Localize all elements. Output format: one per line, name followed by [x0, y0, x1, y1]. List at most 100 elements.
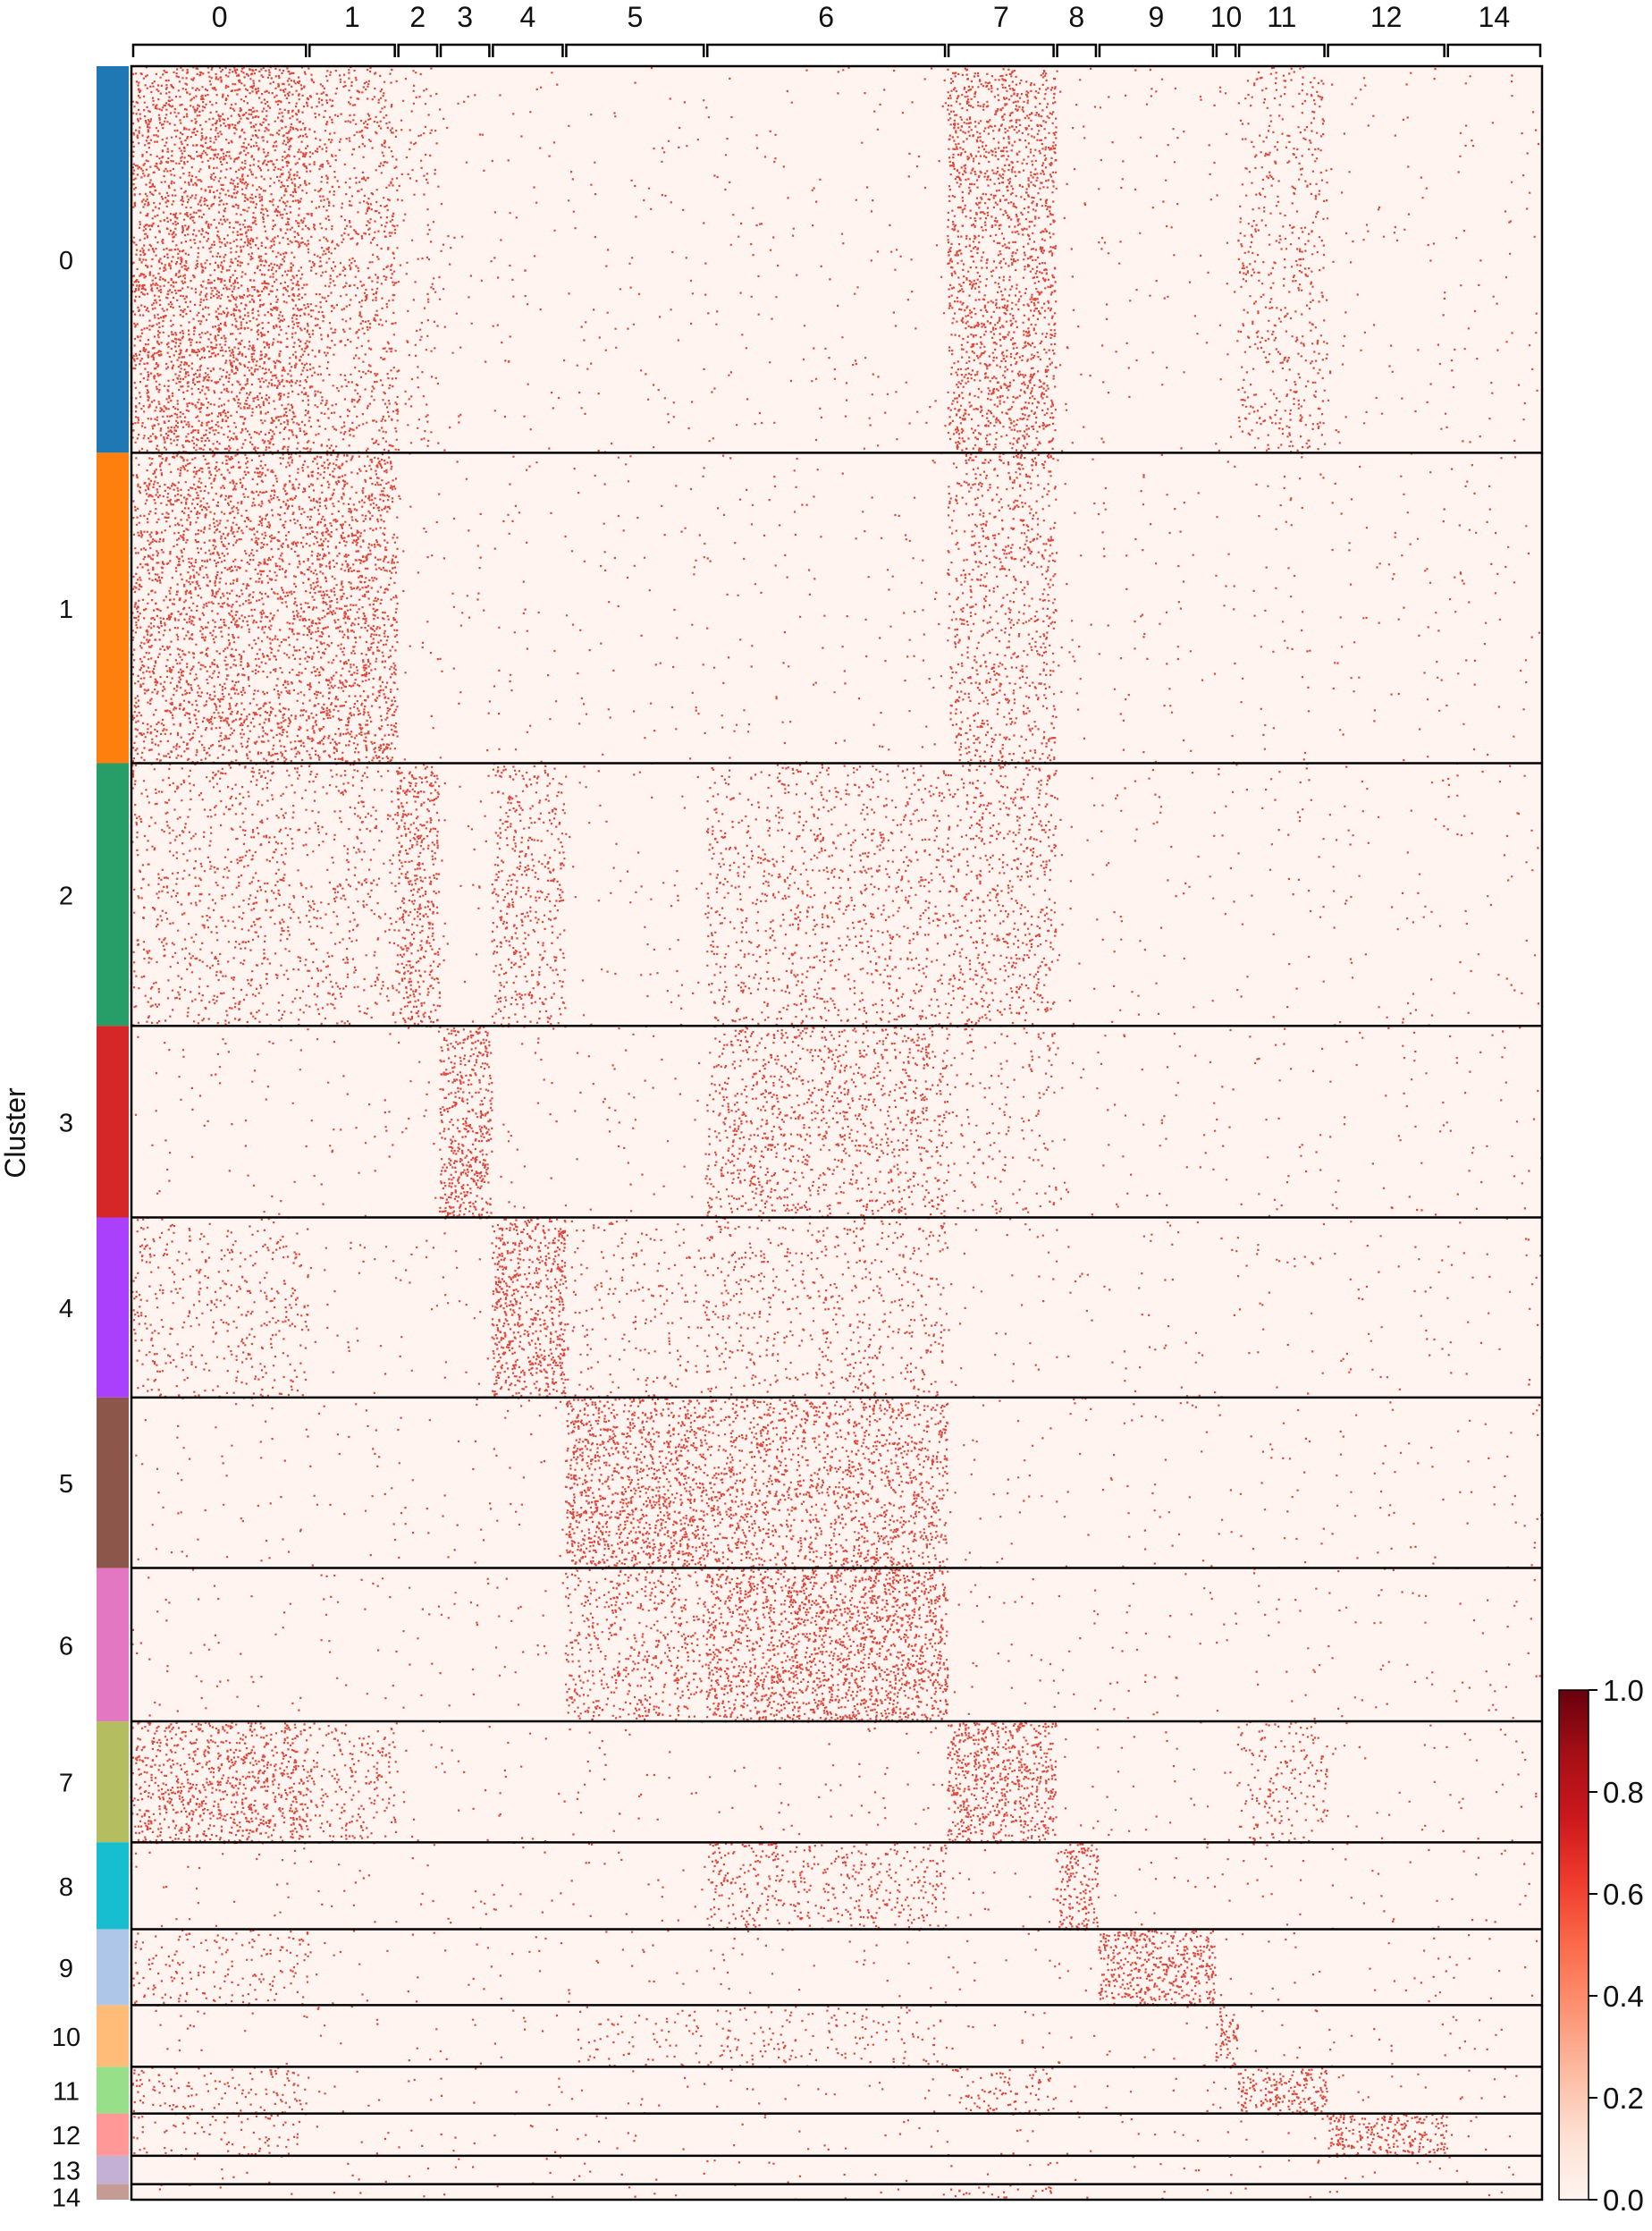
- gene-group-bracket-7: [947, 43, 1055, 57]
- expression-block-c9-g9: [1098, 1929, 1217, 2007]
- cluster-label-8: 8: [59, 1873, 73, 1902]
- expression-block-c13-g10: [1230, 2174, 1233, 2176]
- gene-group-bracket-11: [1237, 43, 1326, 57]
- expression-block-c9-g5: [568, 1930, 698, 2003]
- expression-block-c2-g1: [308, 764, 399, 1025]
- expression-block-c1-g12: [1331, 465, 1448, 762]
- expression-block-c6-g2: [402, 1586, 442, 1723]
- cluster-color-5: [97, 1397, 129, 1568]
- colorbar-tick-label: 0.8: [1603, 1776, 1644, 1809]
- expression-block-c6-g0: [131, 1568, 302, 1717]
- expression-block-c0-g0: [131, 66, 310, 455]
- heatmap-background: [131, 66, 1542, 2200]
- expression-block-c11-g7: [948, 2066, 1058, 2116]
- expression-block-c5-g5: [564, 1398, 707, 1570]
- expression-block-c7-g7: [947, 1721, 1058, 1845]
- expression-block-c4-g4: [491, 1217, 567, 1399]
- gene-group-label-8: 8: [1068, 1, 1084, 33]
- expression-block-c4-g6: [705, 1218, 949, 1399]
- gene-group-bracket-14: [1446, 43, 1542, 57]
- cluster-label-6: 6: [59, 1632, 73, 1661]
- gene-group-label-14: 14: [1479, 1, 1511, 33]
- colorbar-tick-label: 0.0: [1603, 2184, 1644, 2217]
- gene-group-label-5: 5: [627, 1, 643, 33]
- gene-group-bracket-2: [397, 43, 439, 57]
- expression-block-c8-g9: [1114, 1843, 1217, 1931]
- expression-block-c0-g7: [947, 67, 1058, 455]
- expression-block-c13-g11: [1259, 2159, 1320, 2168]
- gene-group-bracket-1: [308, 43, 396, 57]
- expression-block-c12-g9: [1119, 2114, 1200, 2142]
- cluster-label-14: 14: [52, 2184, 80, 2212]
- expression-block-c14-g12: [1328, 2191, 1348, 2200]
- cluster-color-12: [97, 2113, 129, 2156]
- cluster-separators: [131, 452, 1542, 2185]
- colorbar-tick-label: 0.6: [1603, 1878, 1644, 1911]
- expression-block-c0-g14: [1450, 74, 1542, 444]
- gene-group-bracket-8: [1056, 43, 1098, 57]
- expression-block-c6-g6: [705, 1568, 949, 1723]
- cluster-label-13: 13: [52, 2158, 80, 2186]
- expression-block-c3-g2: [398, 1027, 441, 1199]
- expression-block-c2-g5: [565, 765, 707, 1027]
- expression-block-c8-g6: [706, 1842, 948, 1931]
- gene-group-bracket-3: [439, 43, 491, 57]
- expression-block-c11-g0: [131, 2066, 310, 2116]
- cluster-color-7: [97, 1721, 129, 1843]
- expression-block-c12-g0: [132, 2114, 301, 2158]
- expression-block-c1-g7: [947, 452, 1058, 765]
- expression-block-c13-g3: [454, 2158, 475, 2168]
- expression-dots: [131, 66, 1542, 2200]
- cluster-label-5: 5: [59, 1470, 73, 1499]
- heatmap-frame: [130, 64, 1544, 2201]
- colorbar-tick-label: 0.4: [1603, 1980, 1644, 2013]
- gene-group-label-2: 2: [409, 1, 426, 33]
- expression-block-c14-g8: [1086, 2196, 1089, 2199]
- expression-block-c9-g6: [710, 1930, 948, 2004]
- expression-block-c7-g6: [709, 1727, 944, 1844]
- y-axis-label: Cluster: [0, 1087, 31, 1179]
- expression-block-c1-g4: [493, 455, 558, 765]
- cluster-color-11: [97, 2066, 129, 2114]
- gene-group-bracket-0: [131, 43, 308, 57]
- expression-block-c2-g8: [1056, 777, 1099, 1027]
- expression-block-c12-g12: [1326, 2113, 1448, 2158]
- cluster-label-4: 4: [59, 1295, 73, 1323]
- gene-group-bracket-10: [1215, 43, 1237, 57]
- expression-block-c7-g1: [308, 1722, 399, 1845]
- gene-group-label-11: 11: [1267, 1, 1296, 33]
- colorbar-tick-label: 1.0: [1603, 1674, 1644, 1707]
- cluster-color-13: [97, 2155, 129, 2185]
- expression-block-c4-g5: [564, 1219, 707, 1399]
- colorbar-ticks: 0.0 0.2 0.4 0.6 0.8 1.0: [1589, 1674, 1644, 2217]
- cluster-label-0: 0: [59, 247, 73, 275]
- gene-group-bracket-12: [1327, 43, 1446, 57]
- gene-group-bracket-9: [1098, 43, 1215, 57]
- expression-block-c6-g5: [564, 1568, 707, 1723]
- expression-block-c5-g6: [705, 1398, 949, 1570]
- gene-group-bracket-5: [565, 43, 705, 57]
- cluster-color-1: [97, 452, 129, 764]
- expression-block-c9-g3: [444, 1943, 493, 1990]
- expression-block-c4-g7: [948, 1218, 1055, 1399]
- cluster-color-4: [97, 1217, 129, 1398]
- cluster-color-2: [97, 763, 129, 1027]
- expression-block-c3-g3: [439, 1026, 493, 1220]
- cluster-label-9: 9: [59, 1955, 73, 1983]
- expression-block-c8-g8: [1055, 1842, 1100, 1931]
- expression-block-c3-g6: [705, 1026, 948, 1220]
- cluster-color-bar: [97, 66, 129, 2200]
- cluster-label-1: 1: [59, 596, 73, 624]
- gene-group-label-0: 0: [212, 1, 228, 33]
- cluster-label-3: 3: [59, 1109, 73, 1137]
- expression-block-c3-g0: [134, 1028, 309, 1220]
- cluster-label-11: 11: [53, 2077, 80, 2106]
- gene-group-label-7: 7: [993, 1, 1009, 33]
- expression-block-c2-g7: [947, 764, 1058, 1028]
- expression-block-c5-g2: [397, 1416, 431, 1559]
- expression-block-c14-g10: [1229, 2192, 1233, 2194]
- gene-group-label-9: 9: [1149, 1, 1165, 33]
- expression-block-c14-g3: [443, 2193, 446, 2196]
- cluster-label-12: 12: [52, 2122, 80, 2151]
